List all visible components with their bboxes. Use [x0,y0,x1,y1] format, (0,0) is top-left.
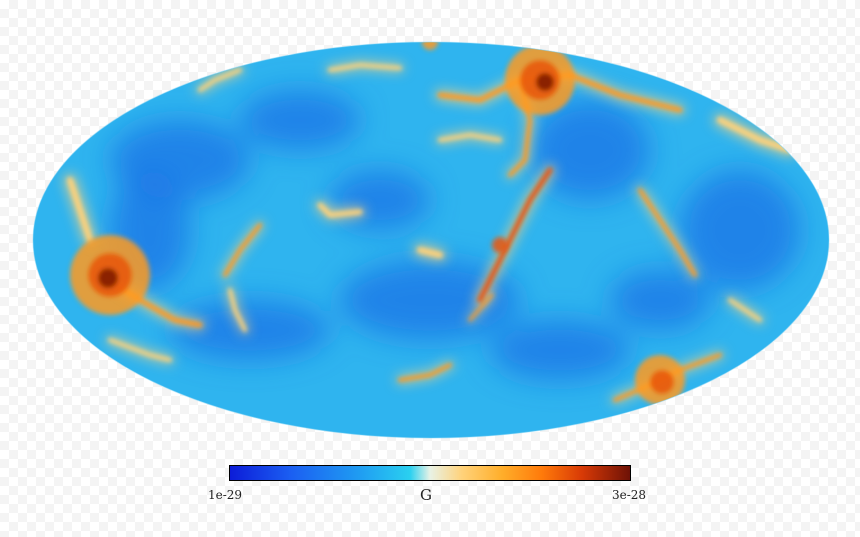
low-field-region [170,300,330,360]
filament [417,247,443,258]
filament [717,117,793,153]
filament [398,363,452,382]
low-field-region [490,320,630,380]
map-field [33,42,829,438]
filament [108,338,172,362]
high-field-knot [422,42,438,50]
filament [228,288,247,332]
high-field-knot [536,73,554,91]
high-field-knots [70,42,685,405]
low-field-region [610,270,710,330]
filament [223,223,262,277]
low-field-region [340,260,520,340]
high-field-knot [650,370,674,394]
map-outline [32,41,830,439]
colorbar-min-label: 1e-29 [208,488,243,502]
filament [477,167,553,303]
low-field-region [530,100,650,200]
filament [317,202,363,218]
low-field-regions [110,90,800,380]
filament [638,188,697,277]
filament [728,298,762,322]
filament [468,293,494,322]
filament [198,68,242,92]
low-field-region [240,90,360,150]
low-field-region [330,170,430,230]
low-field-region [680,170,800,290]
colorbar [229,465,631,481]
filament [328,63,402,72]
high-field-knot [98,268,118,288]
filament [67,177,93,243]
colorbar-unit-label: G [420,486,432,504]
colorbar-max-label: 3e-28 [612,488,647,502]
filament [438,133,502,142]
high-field-knot [492,237,508,253]
